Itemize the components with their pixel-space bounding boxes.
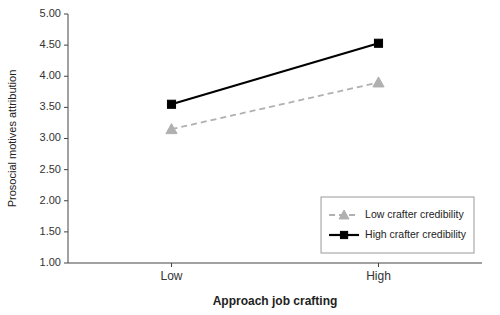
legend: Low crafter credibility High crafter cred…: [321, 197, 474, 253]
plot-area: [166, 39, 384, 133]
x-tick-label: High: [366, 269, 391, 283]
y-tick: [64, 263, 68, 264]
x-axis-title: Approach job crafting: [213, 294, 338, 308]
y-tick: [64, 107, 68, 108]
legend-label: Low crafter credibility: [365, 208, 464, 220]
y-tick-label: 1.50: [40, 225, 61, 237]
y-tick-label: 4.50: [40, 38, 61, 50]
y-tick-label: 2.00: [40, 194, 61, 206]
y-tick: [64, 200, 68, 201]
y-tick-label: 5.00: [40, 7, 61, 19]
series-line: [172, 43, 379, 104]
legend-box: [321, 197, 474, 253]
x-tick-label: Low: [160, 269, 182, 283]
legend-marker: [340, 231, 347, 238]
x-tick: [378, 263, 379, 267]
series-line: [172, 82, 379, 129]
y-tick: [64, 138, 68, 139]
x-tick: [171, 263, 172, 267]
point: [374, 39, 382, 47]
y-tick-label: 4.00: [40, 69, 61, 81]
y-tick-label: 2.50: [40, 163, 61, 175]
y-tick-label: 3.00: [40, 131, 61, 143]
y-tick: [64, 76, 68, 77]
legend-label: High crafter credibility: [365, 228, 467, 240]
y-tick: [64, 45, 68, 46]
y-axis-title: Prosocial motives attribution: [6, 70, 18, 208]
y-tick-label: 1.00: [40, 256, 61, 268]
x-axis-line: [68, 263, 482, 264]
point: [373, 77, 384, 87]
y-tick: [64, 169, 68, 170]
y-tick: [64, 231, 68, 232]
chart: 1.00 1.50 2.00 2.50 3.00 3.50 4.00 4.50 5.00 Low H…: [0, 0, 500, 315]
point: [167, 100, 175, 108]
point: [166, 124, 177, 134]
legend-marker: [339, 210, 349, 219]
y-tick-label: 3.50: [40, 100, 61, 112]
y-tick: [64, 14, 68, 15]
